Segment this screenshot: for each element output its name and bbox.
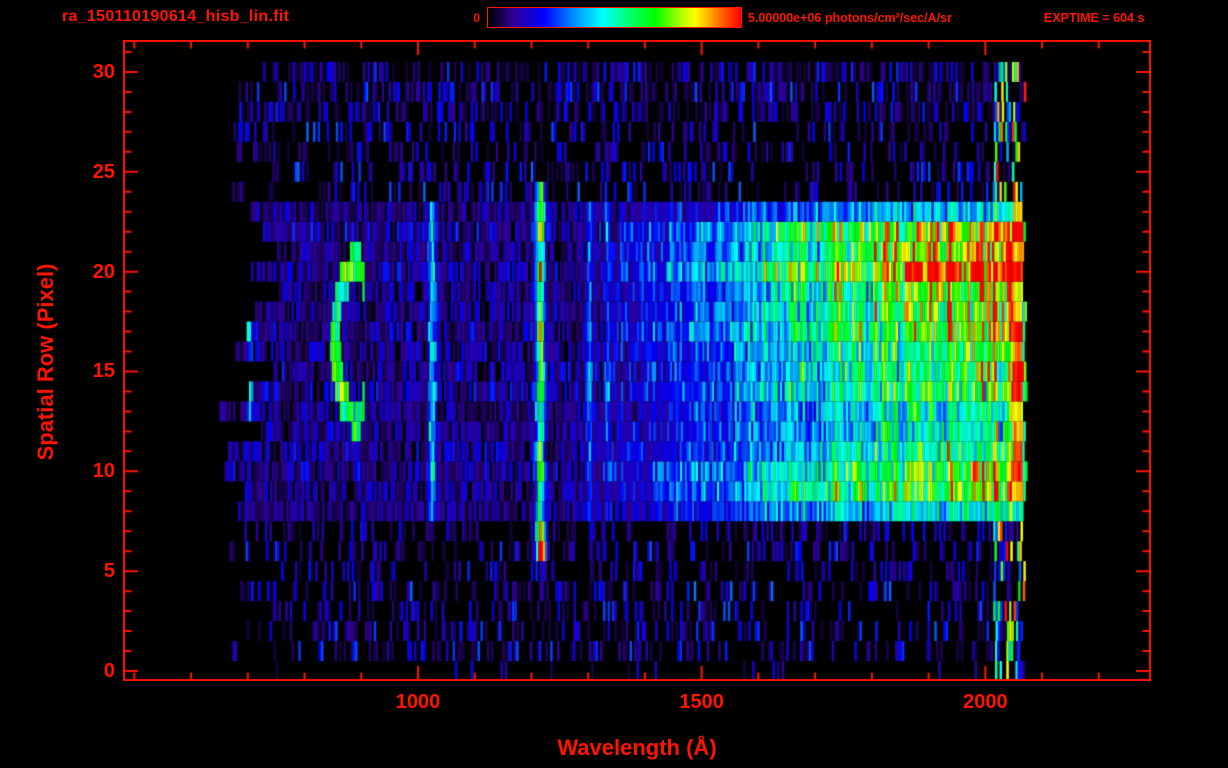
colorbar-gradient [487,7,742,28]
x-tick-label: 1000 [395,691,441,713]
exptime-label: EXPTIME = 604 s [1044,11,1145,25]
y-tick-label: 10 [92,460,115,483]
y-tick-label: 30 [92,60,115,83]
y-tick-label: 15 [92,360,115,383]
y-axis-title: Spatial Row (Pixel) [33,263,58,461]
filename-label: ra_150110190614_hisb_lin.fit [62,8,290,25]
x-tick-label: 2000 [963,691,1008,713]
y-tick-label: 0 [103,660,115,682]
spectrogram-heatmap [123,40,1151,681]
colorbar-min-label: 0 [473,11,480,25]
colorbar-max-label: 5.00000e+06 photons/cm²/sec/A/sr [748,11,952,25]
y-tick-label: 25 [92,160,115,183]
x-tick-label: 1500 [679,691,724,713]
y-tick-label: 5 [103,560,115,583]
x-axis-title: Wavelength (Å) [557,735,717,760]
y-tick-label: 20 [92,260,115,283]
